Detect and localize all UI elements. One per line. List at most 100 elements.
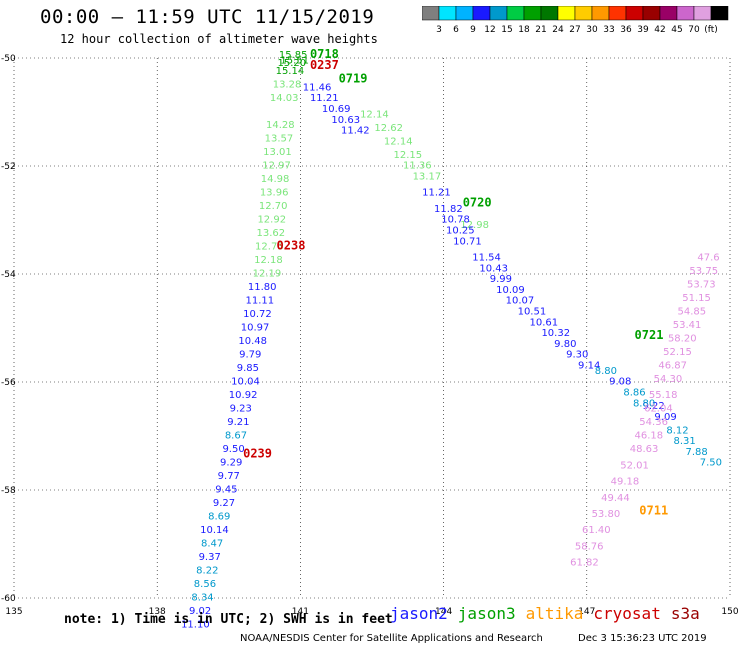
wave-height-label: 58.20 (668, 334, 697, 345)
wave-height-label: 13.01 (263, 147, 292, 158)
wave-height-label: 12.15 (393, 150, 422, 161)
colorbar-label: 33 (603, 25, 614, 35)
wave-height-label: 11.10 (181, 620, 210, 631)
wave-height-label: 12.14 (360, 109, 389, 120)
wave-height-label: 12.18 (254, 255, 283, 266)
wave-height-label: 10.25 (446, 226, 475, 237)
wave-height-label: 55.18 (649, 390, 678, 401)
colorbar-label: 70 (688, 25, 700, 35)
wave-height-label: 10.78 (441, 215, 470, 226)
wave-height-label: 11.46 (303, 82, 332, 93)
x-tick-label: 150 (721, 607, 738, 617)
wave-height-label: 11.80 (248, 282, 277, 293)
wave-height-label: 10.92 (229, 390, 258, 401)
wave-height-label: 8.67 (225, 431, 247, 442)
wave-height-label: 49.18 (611, 477, 640, 488)
colorbar-label: 21 (535, 25, 546, 35)
wave-height-label: 10.61 (530, 317, 559, 328)
wave-height-label: 14.03 (270, 93, 299, 104)
colorbar-swatch (710, 6, 729, 21)
x-tick-label: 147 (578, 607, 595, 617)
wave-height-label: 8.12 (666, 425, 688, 436)
y-tick-label: -54 (1, 270, 16, 280)
x-tick-label: 138 (149, 607, 166, 617)
wave-height-label: 9.77 (218, 471, 240, 482)
wave-height-label: 10.71 (453, 236, 482, 247)
legend-item-altika: altika (525, 604, 584, 623)
pass-time-annotation: 0239 (243, 447, 272, 461)
pass-time-annotation: 0719 (339, 71, 368, 85)
wave-height-label: 11.42 (341, 126, 370, 137)
wave-height-label: 10.97 (241, 323, 270, 334)
wave-height-label: 58.76 (575, 541, 604, 552)
pass-time-annotation: 0720 (463, 196, 492, 210)
y-tick-label: -58 (1, 486, 16, 496)
wave-height-label: 9.80 (554, 339, 576, 350)
wave-height-label: 53.75 (689, 266, 718, 277)
wave-height-label: 8.31 (674, 436, 696, 447)
wave-height-label: 12.92 (257, 215, 286, 226)
wave-height-label: 10.04 (231, 377, 260, 388)
wave-height-label: 49.44 (601, 493, 630, 504)
colorbar-label: 3 (436, 25, 442, 35)
footer-note: note: 1) Time is in UTC; 2) SWH is in fe… (64, 612, 393, 627)
wave-height-label: 9.14 (578, 361, 600, 372)
wave-height-label: 8.56 (194, 579, 216, 590)
wave-height-label: 10.63 (331, 115, 360, 126)
wave-height-label: 53.73 (687, 280, 716, 291)
wave-height-label: 8.69 (208, 512, 230, 523)
wave-height-label: 8.47 (201, 539, 223, 550)
wave-height-label: 9.30 (566, 350, 588, 361)
y-tick-label: -56 (1, 378, 16, 388)
y-tick-label: -50 (1, 54, 16, 64)
wave-height-label: 61.82 (570, 558, 599, 569)
wave-height-label: 8.22 (196, 566, 218, 577)
wave-height-label: 15.51 (280, 55, 309, 66)
wave-height-label: 12.97 (262, 161, 291, 172)
wave-height-label: 11.21 (422, 188, 451, 199)
colorbar-label: 27 (569, 25, 580, 35)
wave-height-label: 13.28 (273, 80, 302, 91)
x-tick-label: 141 (292, 607, 309, 617)
wave-height-label: 10.48 (238, 336, 267, 347)
colorbar-label: 15 (501, 25, 512, 35)
wave-height-label: 12.14 (384, 136, 413, 147)
wave-height-label: 11.54 (472, 253, 501, 264)
wave-height-label: 46.87 (658, 361, 687, 372)
wave-height-label: 9.29 (220, 458, 242, 469)
wave-height-label: 12.73 (255, 242, 284, 253)
colorbar-label: 18 (518, 25, 530, 35)
wave-height-label: 11.11 (246, 296, 275, 307)
wave-height-label: 52.15 (663, 347, 692, 358)
wave-height-label: 10.72 (243, 309, 272, 320)
wave-height-label: 12.62 (374, 123, 403, 134)
wave-height-label: 52.01 (620, 460, 649, 471)
wave-height-label: 8.34 (191, 593, 213, 604)
wave-height-label: 9.08 (609, 377, 631, 388)
wave-height-label: 54.36 (639, 417, 668, 428)
colorbar-label: 12 (484, 25, 495, 35)
wave-height-label: 10.51 (518, 307, 547, 318)
chart-subtitle: 12 hour collection of altimeter wave hei… (60, 32, 378, 46)
wave-height-label: 54.30 (654, 374, 683, 385)
pass-time-annotation: 0238 (277, 239, 306, 253)
color-scale-bar: 3 6 9 12 15 18 21 24 27 30 33 36 39 42 45 70 (ft) (422, 6, 729, 35)
wave-height-label: 9.79 (239, 350, 261, 361)
wave-height-label: 7.88 (685, 447, 707, 458)
wave-height-label: 13.62 (256, 228, 285, 239)
wave-height-label: 11.36 (403, 161, 432, 172)
wave-height-label: 8.86 (623, 388, 645, 399)
wave-height-label: 10.09 (496, 285, 525, 296)
wave-height-label: 9.09 (654, 412, 676, 423)
legend-item-s3a: s3a (670, 604, 700, 623)
wave-height-label: 48.63 (630, 444, 659, 455)
wave-height-label: 47.6 (697, 253, 719, 264)
pass-time-annotation: 0718 (310, 47, 339, 61)
wave-height-label: 7.50 (700, 458, 722, 469)
pass-time-annotation: 0237 (310, 58, 339, 72)
wave-height-label: 62.04 (644, 404, 673, 415)
y-tick-label: -52 (1, 162, 16, 172)
y-tick-label: -60 (1, 594, 16, 604)
colorbar-label: 6 (453, 25, 459, 35)
chart-title: 00:00 – 11:59 UTC 11/15/2019 (40, 6, 375, 28)
